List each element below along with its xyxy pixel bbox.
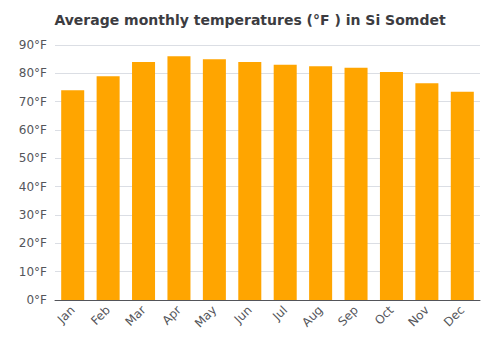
svg-text:Aug: Aug bbox=[299, 303, 325, 329]
svg-text:Jan: Jan bbox=[54, 303, 78, 327]
svg-text:60°F: 60°F bbox=[19, 123, 47, 137]
svg-text:Jun: Jun bbox=[231, 303, 255, 327]
svg-text:70°F: 70°F bbox=[19, 95, 47, 109]
svg-text:80°F: 80°F bbox=[19, 66, 47, 80]
svg-text:Apr: Apr bbox=[159, 303, 184, 328]
svg-text:0°F: 0°F bbox=[26, 293, 47, 307]
svg-text:90°F: 90°F bbox=[19, 38, 47, 52]
svg-text:May: May bbox=[192, 303, 219, 330]
svg-text:40°F: 40°F bbox=[19, 180, 47, 194]
svg-text:Feb: Feb bbox=[88, 303, 113, 328]
svg-text:10°F: 10°F bbox=[19, 265, 47, 279]
svg-text:Jul: Jul bbox=[269, 303, 290, 324]
svg-text:Mar: Mar bbox=[123, 303, 149, 329]
svg-text:Oct: Oct bbox=[372, 303, 397, 328]
svg-text:Average monthly temperatures (: Average monthly temperatures (°F ) in Si… bbox=[54, 12, 446, 28]
svg-text:50°F: 50°F bbox=[19, 151, 47, 165]
svg-text:20°F: 20°F bbox=[19, 236, 47, 250]
svg-text:30°F: 30°F bbox=[19, 208, 47, 222]
svg-text:Sep: Sep bbox=[335, 303, 361, 329]
svg-text:Dec: Dec bbox=[441, 303, 467, 329]
svg-text:Nov: Nov bbox=[405, 303, 431, 329]
